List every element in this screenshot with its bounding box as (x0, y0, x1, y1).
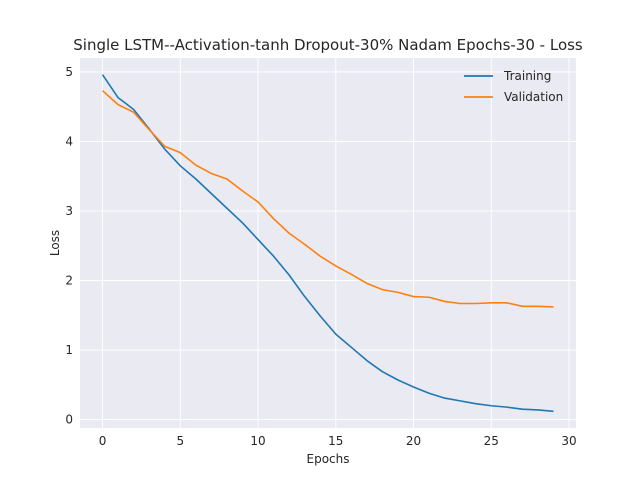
series-layer (101, 74, 554, 413)
x-tick-labels: 0 5 10 15 20 25 30 (99, 434, 577, 448)
x-tick-label: 10 (250, 434, 265, 448)
y-tick-label: 2 (65, 274, 73, 288)
y-tick-label: 3 (65, 204, 73, 218)
y-tick-label: 0 (65, 413, 73, 427)
y-tick-label: 1 (65, 343, 73, 357)
grid-lines (80, 58, 576, 428)
y-tick-label: 5 (65, 65, 73, 79)
chart-title: Single LSTM--Activation-tanh Dropout-30%… (73, 36, 583, 54)
x-tick-label: 5 (176, 434, 184, 448)
legend: Training Validation (464, 69, 563, 104)
x-tick-label: 15 (328, 434, 343, 448)
legend-label: Validation (504, 90, 563, 104)
x-axis-label: Epochs (307, 452, 350, 466)
y-axis-label: Loss (48, 230, 62, 256)
series-line-validation (102, 90, 554, 308)
x-tick-label: 20 (406, 434, 421, 448)
series-line-training (101, 74, 554, 413)
plot-area (80, 58, 576, 428)
y-tick-labels: 0 1 2 3 4 5 (65, 65, 73, 427)
x-tick-label: 0 (99, 434, 107, 448)
x-tick-label: 30 (561, 434, 576, 448)
legend-label: Training (503, 69, 551, 83)
x-tick-label: 25 (484, 434, 499, 448)
y-tick-label: 4 (65, 134, 73, 148)
